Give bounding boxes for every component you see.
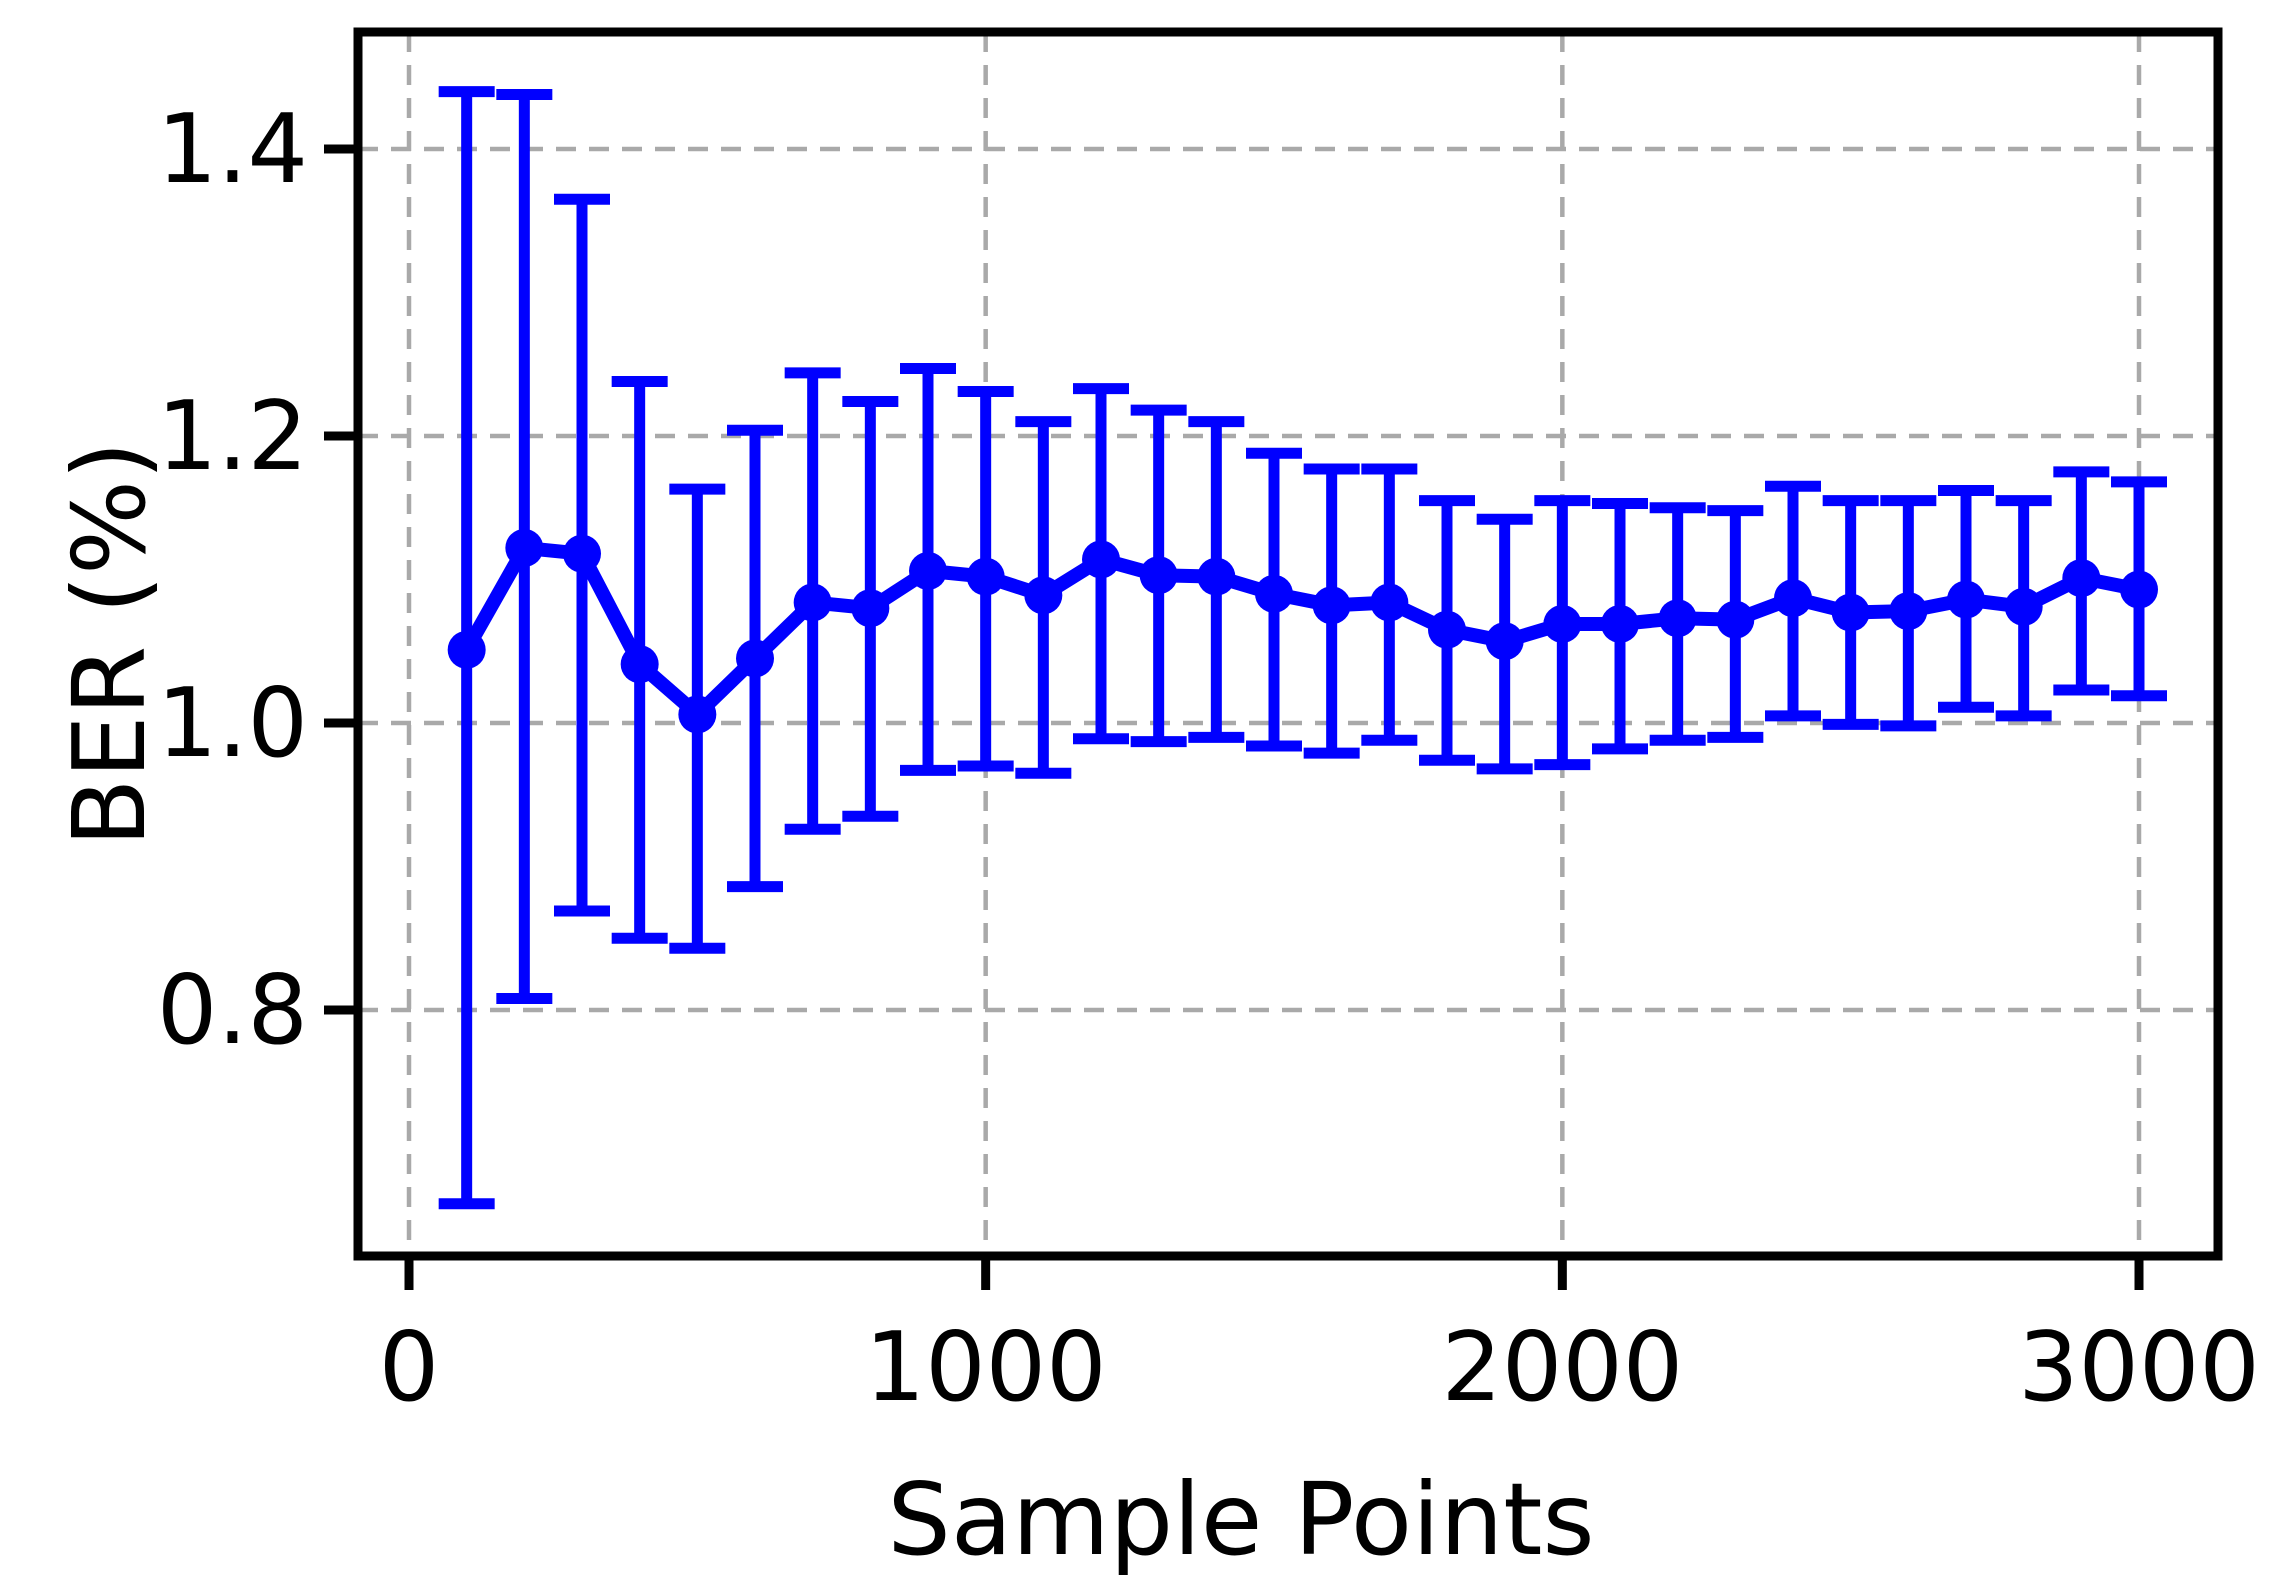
data-point-marker: [447, 630, 486, 669]
data-point-marker: [1601, 604, 1639, 643]
y-tick-label: 1.0: [157, 669, 308, 779]
data-point-marker: [1485, 622, 1524, 661]
x-tick-label: 2000: [1441, 1313, 1683, 1423]
data-point-marker: [2004, 587, 2043, 626]
data-point-marker: [851, 589, 890, 628]
y-tick-label: 1.4: [157, 95, 308, 205]
data-point-marker: [505, 528, 544, 567]
data-point-marker: [2062, 559, 2101, 598]
data-point-marker: [1024, 576, 1063, 615]
data-point-marker: [966, 557, 1005, 596]
data-point-marker: [620, 645, 659, 684]
y-tick-label: 0.8: [157, 956, 308, 1066]
data-point-marker: [1543, 604, 1582, 643]
data-point-marker: [1139, 556, 1178, 595]
x-tick-label: 3000: [2018, 1313, 2260, 1423]
data-point-marker: [1197, 557, 1236, 596]
x-tick-label: 0: [379, 1313, 439, 1423]
data-point-marker: [909, 551, 947, 590]
data-point-marker: [1889, 592, 1928, 631]
data-point-marker: [2120, 570, 2158, 609]
data-point-marker: [793, 583, 832, 622]
data-point-marker: [1082, 540, 1120, 579]
plot-border: [353, 27, 2223, 1261]
data-point-marker: [1716, 600, 1755, 639]
data-point-marker: [1831, 593, 1870, 632]
data-point-marker: [1370, 583, 1409, 622]
data-point-marker: [1658, 599, 1697, 638]
mean-line: [459, 540, 2146, 722]
data-point-marker: [1947, 580, 1985, 619]
y-tick-label: 1.2: [157, 382, 308, 492]
data-point-marker: [1255, 574, 1293, 613]
data-point-marker: [678, 695, 717, 734]
data-point-marker: [1774, 579, 1812, 618]
x-tick-label: 1000: [865, 1313, 1107, 1423]
y-axis-label: BER (%): [51, 440, 168, 848]
data-point-marker: [736, 639, 774, 678]
data-point-marker: [1428, 610, 1466, 649]
data-point-marker: [563, 534, 601, 573]
x-axis-label: Sample Points: [887, 1461, 1595, 1577]
data-point-marker: [1312, 586, 1351, 625]
